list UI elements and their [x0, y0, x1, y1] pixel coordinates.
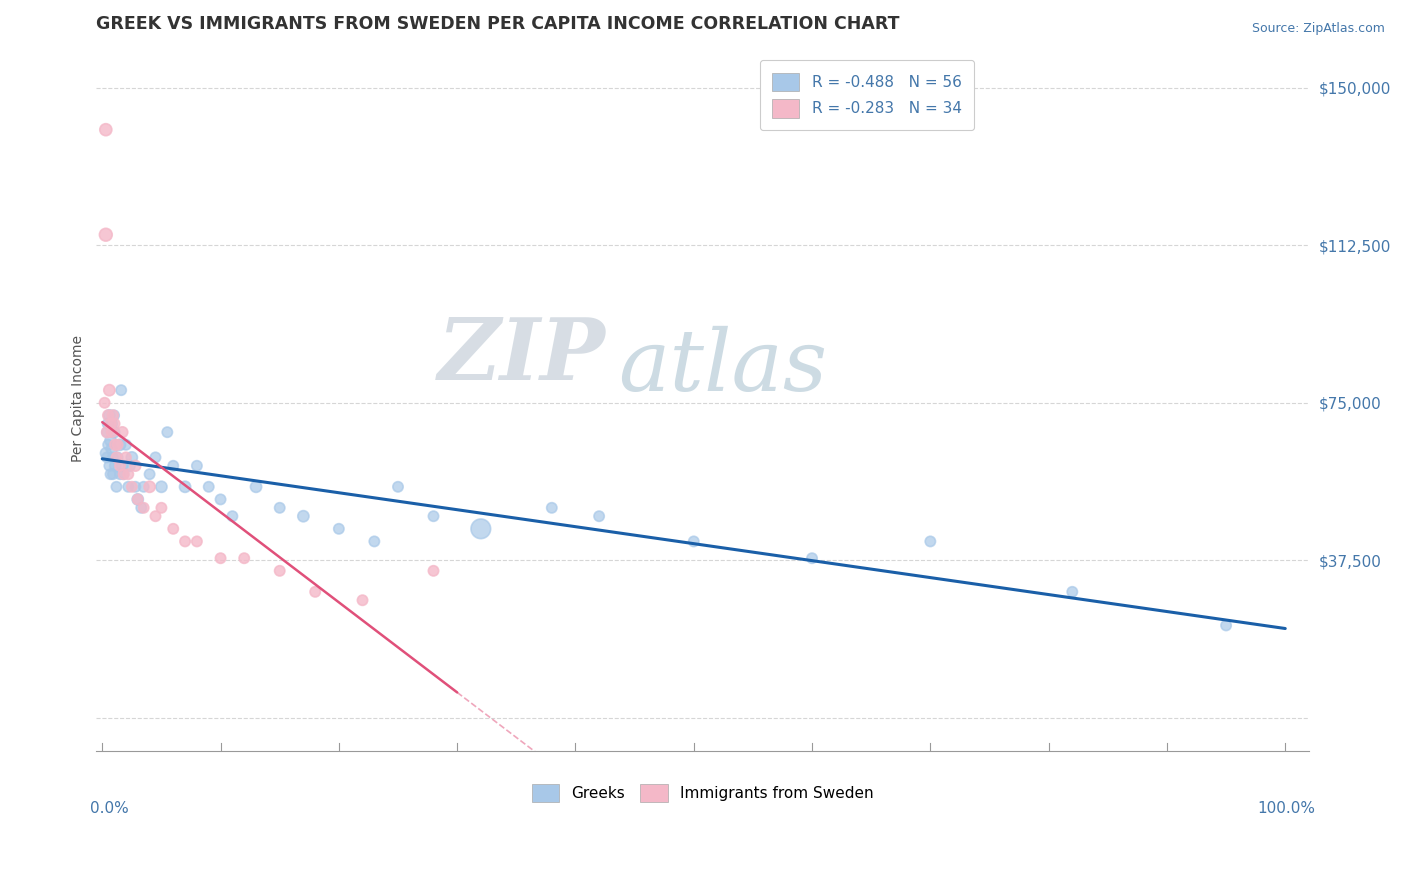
Text: ZIP: ZIP	[437, 315, 606, 398]
Point	[97, 409, 120, 423]
Point	[363, 534, 385, 549]
Point	[100, 434, 122, 448]
Point	[138, 480, 160, 494]
Point	[115, 438, 138, 452]
Point	[127, 492, 149, 507]
Point	[118, 458, 141, 473]
Text: atlas: atlas	[617, 326, 827, 409]
Point	[100, 417, 122, 431]
Point	[269, 564, 291, 578]
Point	[121, 450, 143, 465]
Point	[94, 227, 117, 242]
Point	[920, 534, 942, 549]
Point	[108, 458, 131, 473]
Point	[1062, 584, 1084, 599]
Point	[96, 425, 118, 440]
Point	[132, 500, 155, 515]
Point	[145, 509, 167, 524]
Point	[801, 551, 824, 566]
Point	[108, 467, 131, 482]
Point	[121, 480, 143, 494]
Point	[150, 480, 173, 494]
Point	[233, 551, 256, 566]
Point	[112, 467, 135, 482]
Point	[94, 446, 117, 460]
Point	[150, 500, 173, 515]
Point	[98, 383, 121, 397]
Point	[97, 438, 120, 452]
Point	[131, 500, 153, 515]
Text: 100.0%: 100.0%	[1257, 801, 1315, 816]
Point	[186, 458, 208, 473]
Point	[197, 480, 219, 494]
Point	[103, 409, 125, 423]
Point	[132, 480, 155, 494]
Point	[422, 509, 444, 524]
Point	[174, 480, 197, 494]
Point	[1215, 618, 1237, 632]
Point	[111, 425, 134, 440]
Point	[100, 417, 122, 431]
Point	[101, 467, 124, 482]
Point	[112, 467, 135, 482]
Point	[328, 522, 350, 536]
Point	[588, 509, 610, 524]
Point	[117, 467, 139, 482]
Point	[145, 450, 167, 465]
Point	[100, 442, 122, 456]
Point	[105, 480, 128, 494]
Point	[124, 480, 146, 494]
Point	[156, 425, 179, 440]
Point	[221, 509, 243, 524]
Point	[470, 522, 492, 536]
Point	[103, 417, 125, 431]
Point	[97, 417, 120, 431]
Point	[96, 450, 118, 465]
Point	[162, 522, 184, 536]
Point	[352, 593, 374, 607]
Point	[174, 534, 197, 549]
Point	[101, 450, 124, 465]
Point	[104, 438, 127, 452]
Point	[269, 500, 291, 515]
Y-axis label: Per Capita Income: Per Capita Income	[72, 335, 86, 462]
Point	[422, 564, 444, 578]
Point	[682, 534, 704, 549]
Point	[209, 551, 232, 566]
Point	[108, 438, 131, 452]
Point	[98, 409, 121, 423]
Point	[540, 500, 562, 515]
Point	[245, 480, 267, 494]
Point	[104, 458, 127, 473]
Point	[162, 458, 184, 473]
Point	[292, 509, 315, 524]
Point	[138, 467, 160, 482]
Point	[105, 450, 128, 465]
Point	[98, 458, 121, 473]
Point	[94, 122, 117, 136]
Text: 0.0%: 0.0%	[90, 801, 129, 816]
Point	[117, 480, 139, 494]
Point	[304, 584, 326, 599]
Point	[107, 450, 129, 465]
Point	[111, 458, 134, 473]
Point	[209, 492, 232, 507]
Point	[100, 425, 122, 440]
Text: GREEK VS IMMIGRANTS FROM SWEDEN PER CAPITA INCOME CORRELATION CHART: GREEK VS IMMIGRANTS FROM SWEDEN PER CAPI…	[97, 15, 900, 33]
Point	[115, 450, 138, 465]
Point	[103, 425, 125, 440]
Point	[93, 396, 115, 410]
Point	[110, 383, 132, 397]
Point	[100, 467, 122, 482]
Point	[186, 534, 208, 549]
Point	[101, 409, 124, 423]
Point	[124, 458, 146, 473]
Point	[107, 438, 129, 452]
Point	[127, 492, 149, 507]
Legend: Greeks, Immigrants from Sweden: Greeks, Immigrants from Sweden	[519, 772, 886, 814]
Point	[96, 425, 118, 440]
Point	[387, 480, 409, 494]
Text: Source: ZipAtlas.com: Source: ZipAtlas.com	[1251, 22, 1385, 36]
